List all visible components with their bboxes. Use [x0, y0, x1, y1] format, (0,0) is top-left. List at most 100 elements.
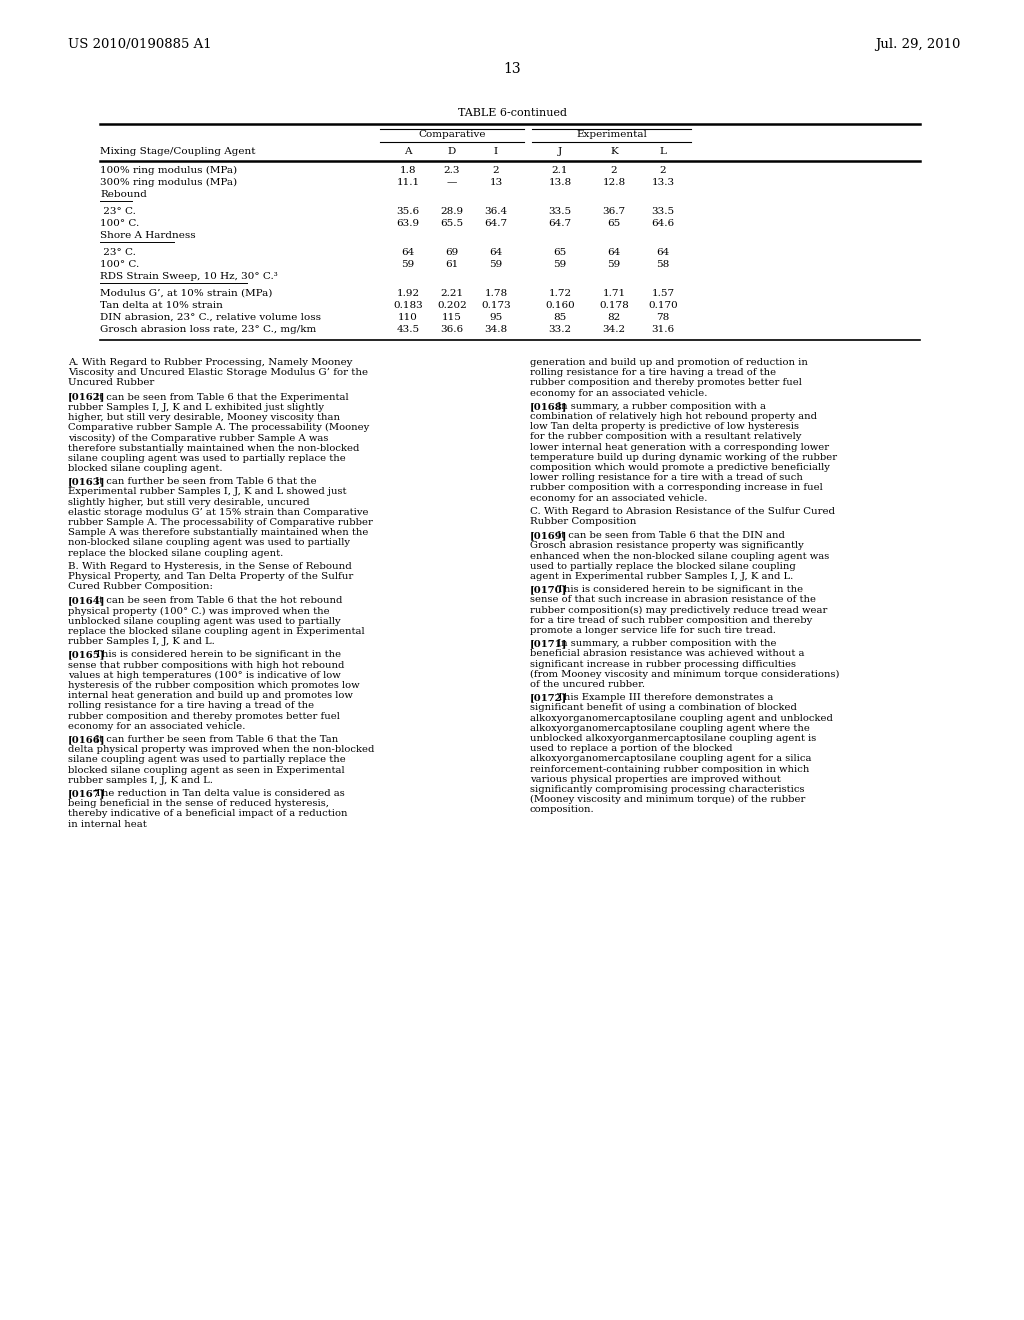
- Text: used to partially replace the blocked silane coupling: used to partially replace the blocked si…: [530, 562, 796, 570]
- Text: 34.2: 34.2: [602, 325, 626, 334]
- Text: temperature build up during dynamic working of the rubber: temperature build up during dynamic work…: [530, 453, 838, 462]
- Text: 64: 64: [489, 248, 503, 257]
- Text: L: L: [659, 147, 667, 156]
- Text: 2.21: 2.21: [440, 289, 464, 298]
- Text: Sample A was therefore substantially maintained when the: Sample A was therefore substantially mai…: [68, 528, 369, 537]
- Text: thereby indicative of a beneficial impact of a reduction: thereby indicative of a beneficial impac…: [68, 809, 347, 818]
- Text: C. With Regard to Abrasion Resistance of the Sulfur Cured: C. With Regard to Abrasion Resistance of…: [530, 507, 835, 516]
- Text: sense that rubber compositions with high hot rebound: sense that rubber compositions with high…: [68, 660, 344, 669]
- Text: [0162]: [0162]: [68, 392, 105, 401]
- Text: [0163]: [0163]: [68, 478, 105, 486]
- Text: blocked silane coupling agent as seen in Experimental: blocked silane coupling agent as seen in…: [68, 766, 345, 775]
- Text: Physical Property, and Tan Delta Property of the Sulfur: Physical Property, and Tan Delta Propert…: [68, 572, 353, 581]
- Text: [0171]: [0171]: [530, 639, 567, 648]
- Text: Rubber Composition: Rubber Composition: [530, 517, 636, 525]
- Text: 65.5: 65.5: [440, 219, 464, 228]
- Text: 13.3: 13.3: [651, 178, 675, 187]
- Text: [0167]: [0167]: [68, 789, 105, 799]
- Text: 65: 65: [553, 248, 566, 257]
- Text: various physical properties are improved without: various physical properties are improved…: [530, 775, 780, 784]
- Text: higher, but still very desirable, Mooney viscosity than: higher, but still very desirable, Mooney…: [68, 413, 340, 422]
- Text: 13: 13: [489, 178, 503, 187]
- Text: 13.8: 13.8: [549, 178, 571, 187]
- Text: 85: 85: [553, 313, 566, 322]
- Text: 2: 2: [610, 166, 617, 176]
- Text: enhanced when the non-blocked silane coupling agent was: enhanced when the non-blocked silane cou…: [530, 552, 829, 561]
- Text: of the uncured rubber.: of the uncured rubber.: [530, 680, 645, 689]
- Text: rubber Samples I, J, K and L exhibited just slightly: rubber Samples I, J, K and L exhibited j…: [68, 403, 324, 412]
- Text: 11.1: 11.1: [396, 178, 420, 187]
- Text: 12.8: 12.8: [602, 178, 626, 187]
- Text: [0168]: [0168]: [530, 401, 567, 411]
- Text: 64: 64: [607, 248, 621, 257]
- Text: 59: 59: [553, 260, 566, 269]
- Text: 61: 61: [445, 260, 459, 269]
- Text: Modulus G’, at 10% strain (MPa): Modulus G’, at 10% strain (MPa): [100, 289, 272, 298]
- Text: Comparative: Comparative: [418, 129, 485, 139]
- Text: 58: 58: [656, 260, 670, 269]
- Text: Mixing Stage/Coupling Agent: Mixing Stage/Coupling Agent: [100, 147, 256, 156]
- Text: 95: 95: [489, 313, 503, 322]
- Text: 59: 59: [607, 260, 621, 269]
- Text: 2.1: 2.1: [552, 166, 568, 176]
- Text: beneficial abrasion resistance was achieved without a: beneficial abrasion resistance was achie…: [530, 649, 805, 659]
- Text: rubber composition and thereby promotes better fuel: rubber composition and thereby promotes …: [68, 711, 340, 721]
- Text: 64.7: 64.7: [549, 219, 571, 228]
- Text: 59: 59: [401, 260, 415, 269]
- Text: significant benefit of using a combination of blocked: significant benefit of using a combinati…: [530, 704, 797, 713]
- Text: 28.9: 28.9: [440, 207, 464, 216]
- Text: silane coupling agent was used to partially replace the: silane coupling agent was used to partia…: [68, 454, 346, 463]
- Text: rubber Samples I, J, K and L.: rubber Samples I, J, K and L.: [68, 638, 215, 647]
- Text: 33.5: 33.5: [651, 207, 675, 216]
- Text: rubber samples I, J, K and L.: rubber samples I, J, K and L.: [68, 776, 213, 785]
- Text: 0.170: 0.170: [648, 301, 678, 310]
- Text: 0.202: 0.202: [437, 301, 467, 310]
- Text: in internal heat: in internal heat: [68, 820, 146, 829]
- Text: Grosch abrasion loss rate, 23° C., mg/km: Grosch abrasion loss rate, 23° C., mg/km: [100, 325, 316, 334]
- Text: [0169]: [0169]: [530, 531, 567, 540]
- Text: low Tan delta property is predictive of low hysteresis: low Tan delta property is predictive of …: [530, 422, 799, 432]
- Text: elastic storage modulus G’ at 15% strain than Comparative: elastic storage modulus G’ at 15% strain…: [68, 508, 369, 517]
- Text: 23° C.: 23° C.: [100, 207, 136, 216]
- Text: economy for an associated vehicle.: economy for an associated vehicle.: [530, 494, 708, 503]
- Text: 100° C.: 100° C.: [100, 260, 139, 269]
- Text: rubber composition(s) may predictively reduce tread wear: rubber composition(s) may predictively r…: [530, 606, 827, 615]
- Text: 300% ring modulus (MPa): 300% ring modulus (MPa): [100, 178, 238, 187]
- Text: significantly compromising processing characteristics: significantly compromising processing ch…: [530, 785, 805, 795]
- Text: rubber Sample A. The processability of Comparative rubber: rubber Sample A. The processability of C…: [68, 517, 373, 527]
- Text: 110: 110: [398, 313, 418, 322]
- Text: therefore substantially maintained when the non-blocked: therefore substantially maintained when …: [68, 444, 359, 453]
- Text: TABLE 6-continued: TABLE 6-continued: [458, 108, 566, 117]
- Text: A. With Regard to Rubber Processing, Namely Mooney: A. With Regard to Rubber Processing, Nam…: [68, 358, 352, 367]
- Text: 34.8: 34.8: [484, 325, 508, 334]
- Text: 33.5: 33.5: [549, 207, 571, 216]
- Text: It can further be seen from Table 6 that the: It can further be seen from Table 6 that…: [92, 478, 316, 486]
- Text: K: K: [610, 147, 617, 156]
- Text: [0172]: [0172]: [530, 693, 567, 702]
- Text: [0166]: [0166]: [68, 735, 105, 744]
- Text: rubber composition with a corresponding increase in fuel: rubber composition with a corresponding …: [530, 483, 822, 492]
- Text: RDS Strain Sweep, 10 Hz, 30° C.³: RDS Strain Sweep, 10 Hz, 30° C.³: [100, 272, 278, 281]
- Text: 13: 13: [503, 62, 521, 77]
- Text: being beneficial in the sense of reduced hysteresis,: being beneficial in the sense of reduced…: [68, 799, 329, 808]
- Text: 100° C.: 100° C.: [100, 219, 139, 228]
- Text: 35.6: 35.6: [396, 207, 420, 216]
- Text: 78: 78: [656, 313, 670, 322]
- Text: 36.6: 36.6: [440, 325, 464, 334]
- Text: composition.: composition.: [530, 805, 595, 814]
- Text: 59: 59: [489, 260, 503, 269]
- Text: 115: 115: [442, 313, 462, 322]
- Text: 2: 2: [493, 166, 500, 176]
- Text: economy for an associated vehicle.: economy for an associated vehicle.: [530, 388, 708, 397]
- Text: unblocked alkoxyorganmercaptosilane coupling agent is: unblocked alkoxyorganmercaptosilane coup…: [530, 734, 816, 743]
- Text: Comparative rubber Sample A. The processability (Mooney: Comparative rubber Sample A. The process…: [68, 424, 370, 433]
- Text: 1.92: 1.92: [396, 289, 420, 298]
- Text: Cured Rubber Composition:: Cured Rubber Composition:: [68, 582, 213, 591]
- Text: lower internal heat generation with a corresponding lower: lower internal heat generation with a co…: [530, 442, 829, 451]
- Text: internal heat generation and build up and promotes low: internal heat generation and build up an…: [68, 692, 353, 700]
- Text: Rebound: Rebound: [100, 190, 146, 199]
- Text: rolling resistance for a tire having a tread of the: rolling resistance for a tire having a t…: [68, 701, 314, 710]
- Text: It can be seen from Table 6 that the hot rebound: It can be seen from Table 6 that the hot…: [92, 597, 343, 606]
- Text: This is considered herein to be significant in the: This is considered herein to be signific…: [554, 585, 804, 594]
- Text: A: A: [404, 147, 412, 156]
